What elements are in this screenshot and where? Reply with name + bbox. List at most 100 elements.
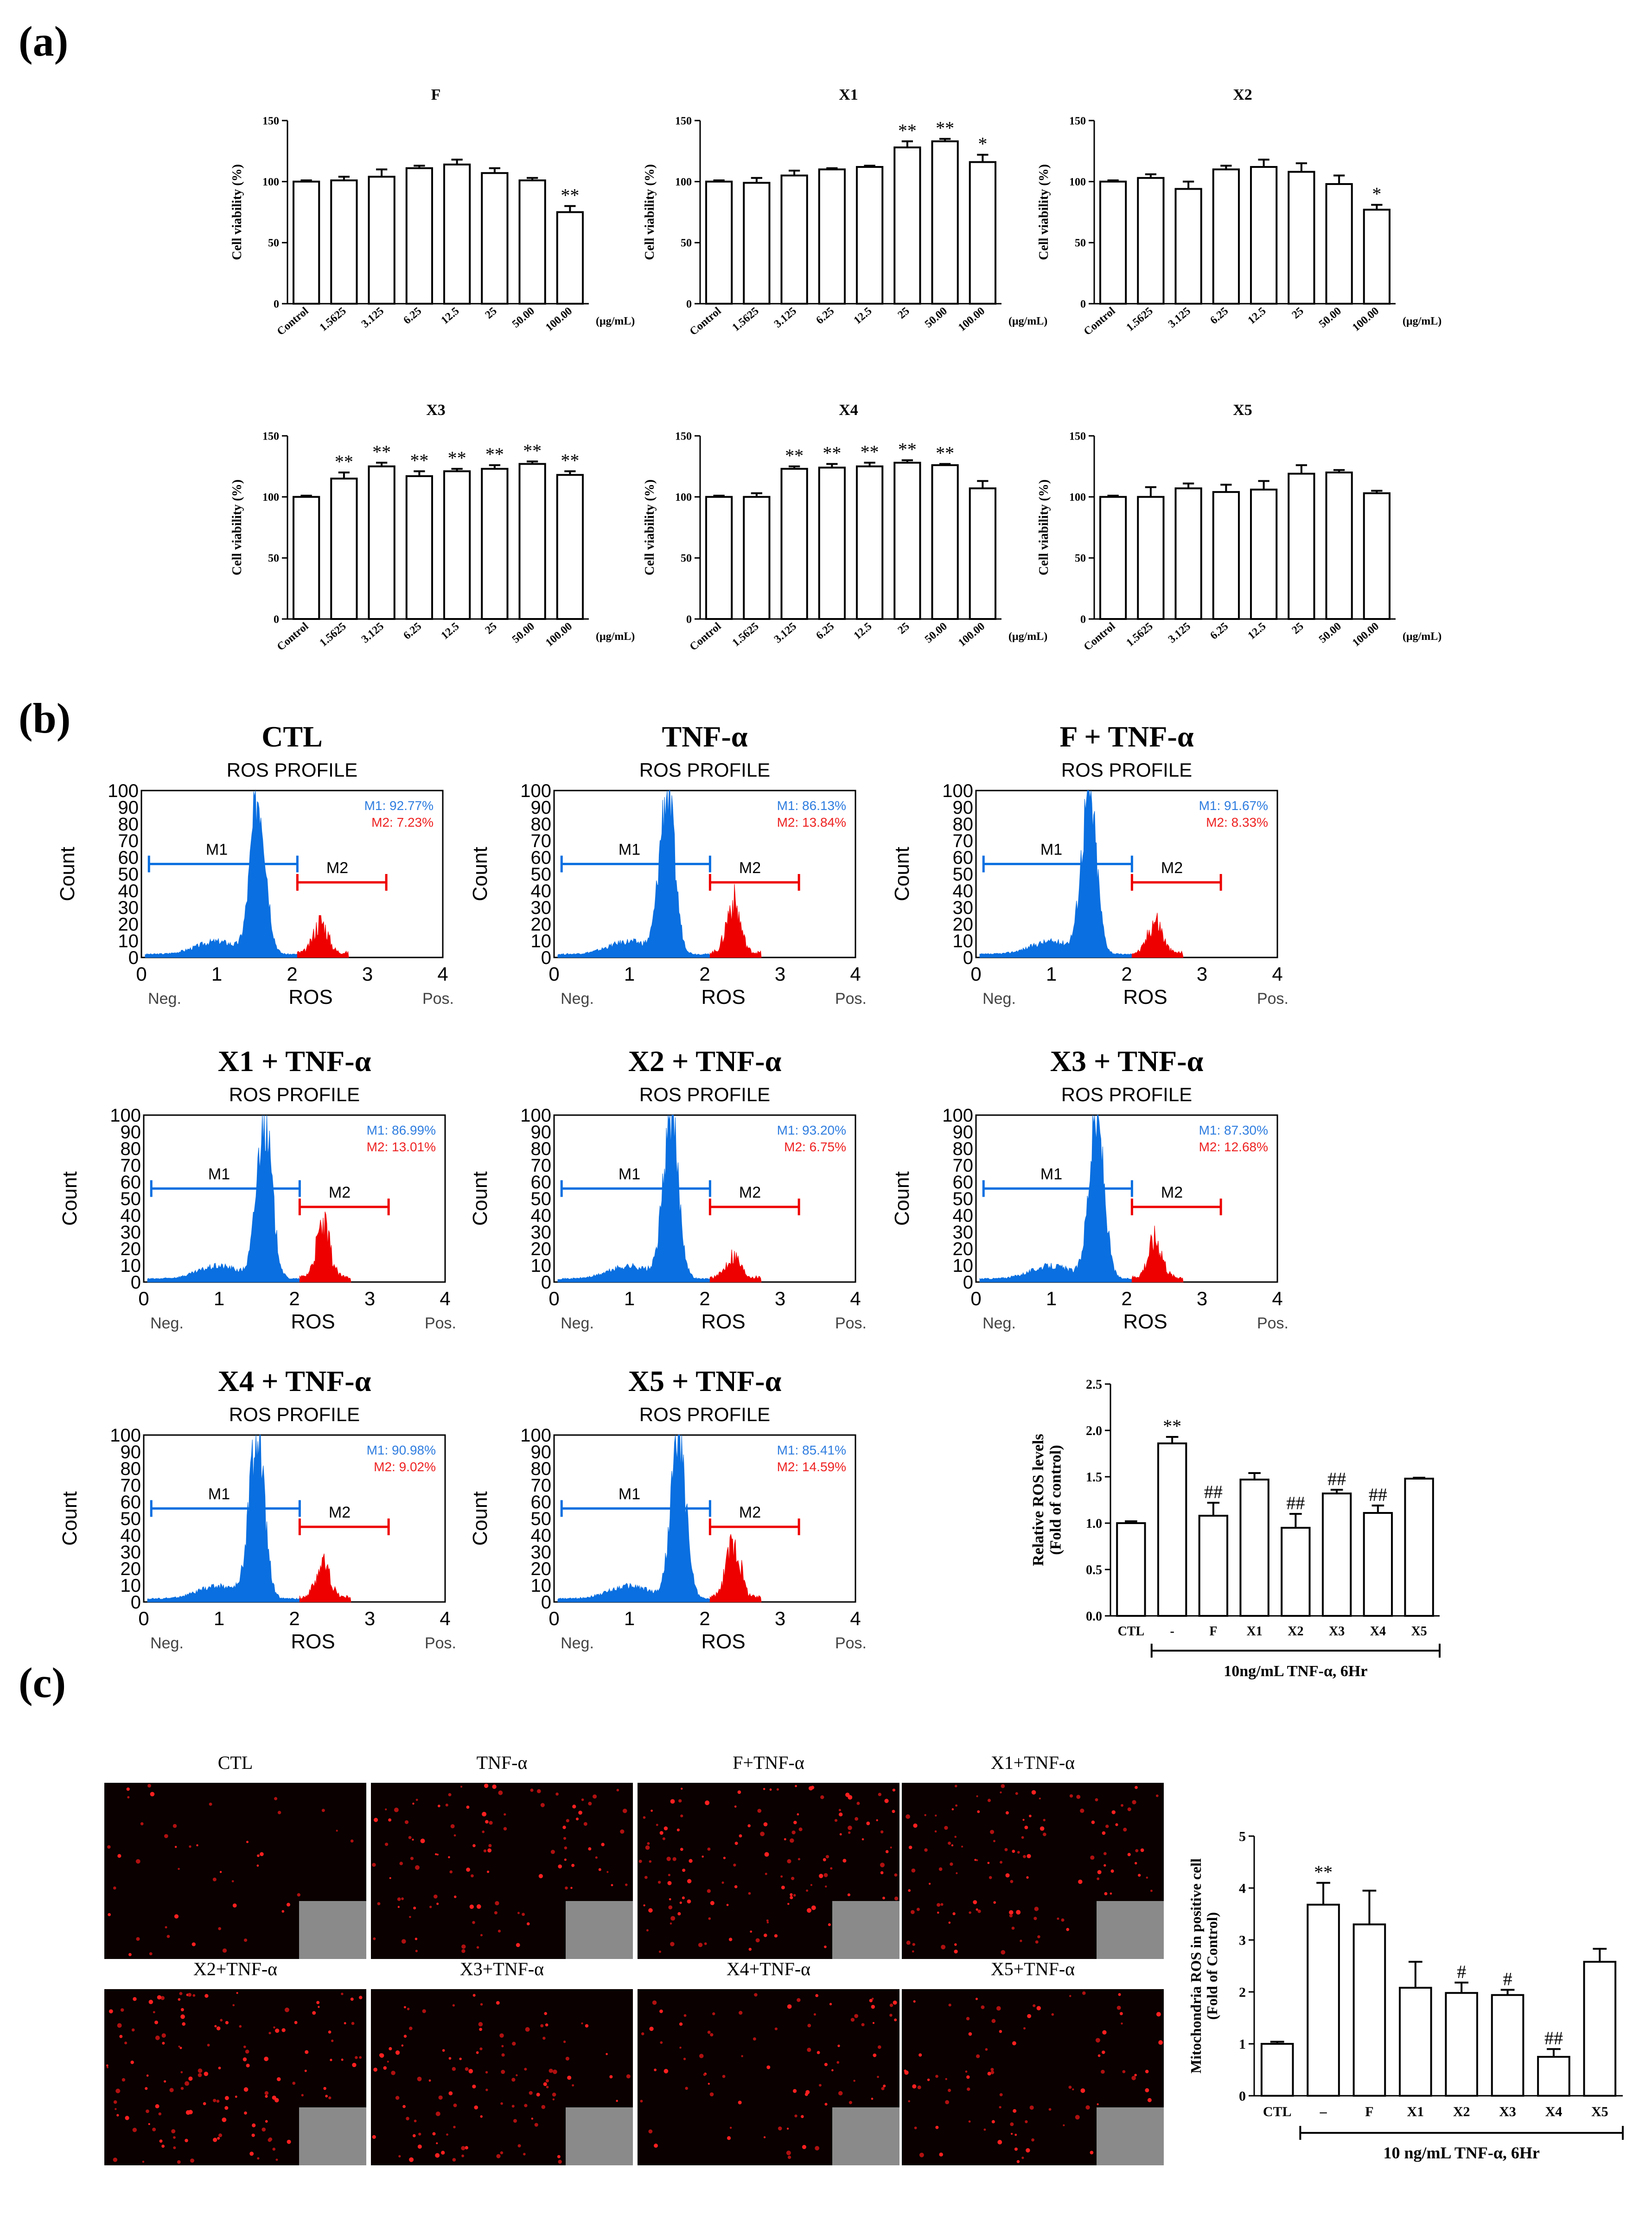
micrograph-label: X4+TNF-α (727, 1959, 810, 1979)
significance-marker: ## (1286, 1493, 1305, 1513)
fluorescent-spot (540, 2024, 544, 2028)
fluorescent-spot (275, 2158, 278, 2161)
fluorescent-spot (116, 2114, 119, 2117)
fluorescent-spot (1012, 2041, 1016, 2046)
fluorescent-spot (748, 1892, 751, 1895)
fluorescent-spot (171, 2129, 176, 2134)
fluorescent-spot (1116, 2005, 1121, 2010)
y-tick-label: 70 (531, 1475, 552, 1496)
fluorescent-spot (766, 1919, 769, 1922)
fluorescent-spot (754, 1993, 758, 1997)
fluorescent-spot (991, 2019, 996, 2023)
fluorescent-spot (420, 1838, 425, 1844)
m2-label: M2 (329, 1504, 351, 1521)
micrograph-0: CTL (104, 1752, 366, 1959)
fluorescent-spot (236, 1992, 238, 1994)
fluorescent-spot (146, 2074, 149, 2077)
y-tick-label: 0 (1080, 298, 1086, 310)
significance-marker: ** (861, 441, 879, 462)
fluorescent-spot (131, 2028, 135, 2032)
y-tick-label: 30 (953, 898, 974, 918)
bar-25 (893, 146, 921, 305)
fluorescent-spot (494, 1911, 498, 1914)
viability-chart-X4: X4 0 50 100 150 Cell viability (%) Control 1.56… (643, 402, 1047, 653)
fluorescent-spot (106, 2066, 108, 2068)
fluorescent-spot (710, 2033, 714, 2037)
fluorescent-spot (449, 1870, 453, 1874)
fluorescent-spot (436, 1853, 439, 1856)
fluorescent-spot (625, 1883, 628, 1886)
fluorescent-spot (180, 2014, 185, 2019)
y-tick-label: 0 (1239, 2089, 1246, 2104)
fluorescent-spot (606, 2053, 608, 2055)
fluorescent-spot (218, 1927, 222, 1930)
bar-100.00 (969, 487, 996, 620)
fluorescent-spot (763, 1788, 765, 1790)
fluorescent-spot (848, 2101, 852, 2105)
significance-marker: ** (448, 447, 466, 468)
fluorescent-spot (565, 2056, 569, 2061)
fluorescent-spot (450, 1824, 455, 1829)
m1-label: M1 (619, 1485, 640, 1503)
m1-histogram-area (557, 1435, 710, 1602)
fluorescent-spot (820, 1795, 824, 1799)
y-tick-label: 150 (675, 115, 692, 127)
fluorescent-spot (501, 2070, 505, 2074)
y-axis-label: Count (469, 847, 491, 901)
fluorescent-spot (147, 1784, 151, 1788)
x-tick-label: 6.25 (814, 620, 836, 642)
fluorescent-spot (1085, 2105, 1090, 2110)
x-tick-label: 4 (1272, 963, 1282, 985)
fluorescent-spot (161, 2033, 166, 2038)
x-tick-label: 3 (1197, 1288, 1207, 1309)
y-tick-label: 40 (531, 881, 552, 901)
fluorescent-spot (213, 2137, 217, 2142)
m2-histogram-area (299, 1553, 351, 1602)
fluorescent-spot (124, 2042, 128, 2045)
fluorescent-spot (232, 1903, 237, 1908)
fluorescent-spot (395, 2096, 400, 2100)
fluorescent-spot (472, 2084, 476, 2089)
y-tick-label: 30 (531, 1222, 552, 1243)
fluorescent-spot (969, 1911, 971, 1914)
fluorescent-spot (179, 2047, 182, 2049)
fluorescent-spot (764, 1933, 767, 1937)
y-tick-label: 0 (274, 298, 279, 310)
fluorescent-spot (738, 2100, 742, 2105)
significance-marker: ## (1544, 2028, 1563, 2048)
fluorescent-spot (1127, 1853, 1131, 1857)
y-axis-label: Cell viability (%) (230, 479, 244, 575)
x-tick-label: 50.00 (1317, 620, 1344, 646)
x-tick-label: 50.00 (1317, 305, 1344, 331)
y-tick-label: 50 (1075, 553, 1086, 565)
neg-label: Neg. (148, 990, 181, 1008)
fluorescent-spot (760, 1831, 765, 1837)
fluorescent-spot (106, 2064, 108, 2067)
fluorescent-spot (829, 2003, 832, 2005)
fluorescent-spot (177, 2160, 181, 2164)
x-tick-label: X4 (1545, 2104, 1563, 2119)
condition-title: X2 + TNF-α (628, 1045, 782, 1078)
y-tick-label: 50 (531, 1189, 552, 1209)
fluorescent-spot (500, 2151, 504, 2155)
fluorescent-spot (555, 1793, 559, 1796)
fluorescent-spot (417, 2076, 422, 2081)
fluorescent-spot (166, 1934, 170, 1938)
fluorescent-spot (861, 2023, 865, 2027)
fluorescent-spot (797, 1858, 800, 1861)
y-tick-label: 50 (1075, 237, 1086, 249)
fluorescent-spot (495, 1901, 499, 1906)
fluorescent-spot (679, 2022, 683, 2026)
fluorescent-spot (1066, 1928, 1070, 1931)
y-axis-label: Cell viability (%) (643, 164, 657, 260)
fluorescent-spot (536, 2093, 540, 2097)
bar-12.5 (443, 163, 471, 305)
fluorescent-spot (913, 1823, 918, 1828)
fluorescent-spot (601, 1843, 605, 1846)
fluorescent-spot (648, 2129, 653, 2134)
brightfield-inset (1097, 2107, 1164, 2165)
fluorescent-spot (429, 1906, 432, 1908)
chart-title: X3 (426, 402, 446, 419)
